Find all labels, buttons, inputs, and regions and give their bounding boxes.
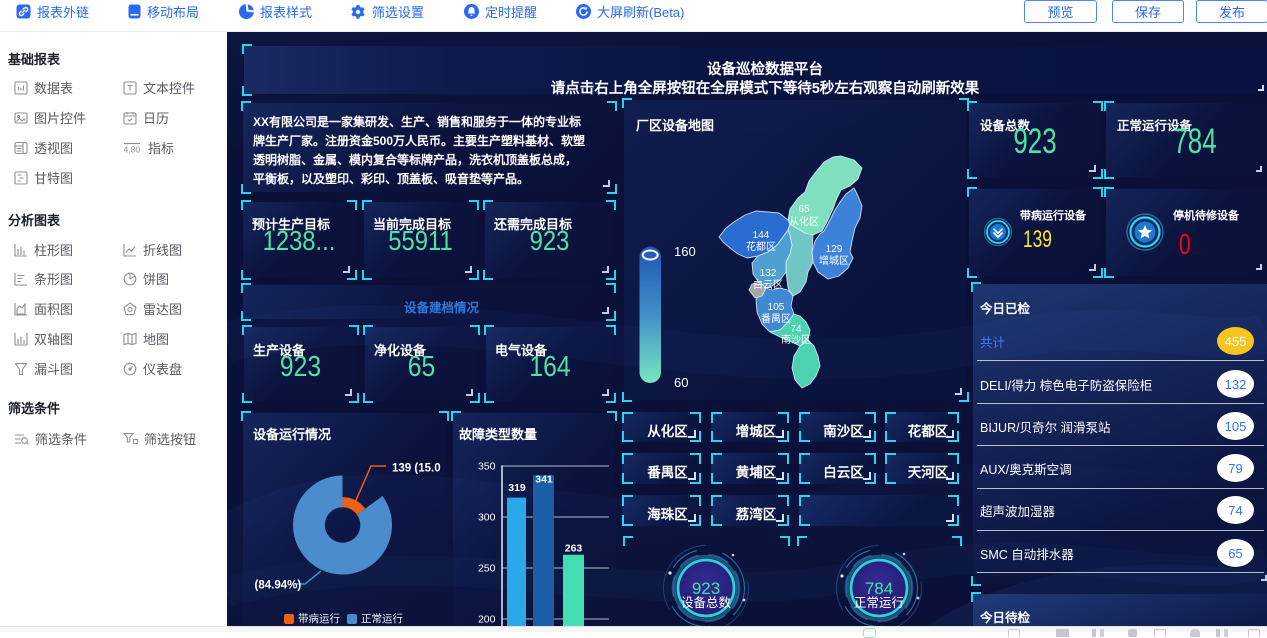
svg-text:正常运行: 正常运行 bbox=[854, 596, 904, 610]
svg-text:4,80: 4,80 bbox=[124, 144, 141, 154]
svg-text:200: 200 bbox=[478, 614, 496, 626]
svg-text:263: 263 bbox=[565, 543, 583, 555]
svg-text:250: 250 bbox=[478, 563, 496, 575]
svg-text:160: 160 bbox=[674, 244, 696, 259]
svg-text:60: 60 bbox=[674, 375, 688, 390]
svg-text:350: 350 bbox=[478, 461, 496, 473]
svg-text:300: 300 bbox=[478, 512, 496, 524]
svg-text:(84.94%): (84.94%) bbox=[255, 580, 302, 592]
svg-text:319: 319 bbox=[508, 482, 526, 494]
svg-text:341: 341 bbox=[535, 474, 553, 486]
svg-text:139 (15.0: 139 (15.0 bbox=[392, 462, 441, 474]
svg-text:设备总数: 设备总数 bbox=[681, 595, 732, 610]
